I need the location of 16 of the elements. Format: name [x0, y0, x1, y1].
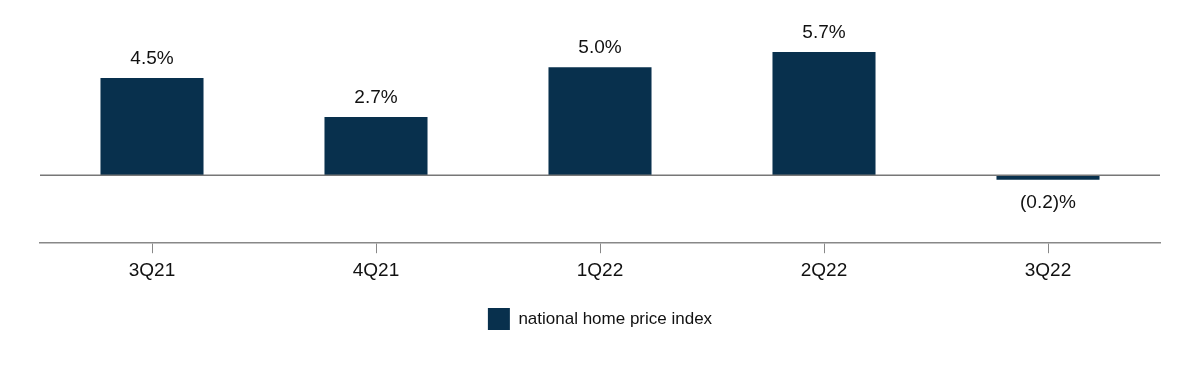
bar	[324, 116, 428, 176]
data-label: 2.7%	[354, 85, 398, 107]
x-tick-label: 2Q22	[800, 258, 848, 280]
data-label: 5.7%	[802, 20, 846, 42]
data-label: (0.2)%	[1020, 191, 1077, 213]
x-tick-label: 1Q22	[576, 258, 624, 280]
bar	[100, 77, 204, 176]
x-tick-label: 3Q22	[1024, 258, 1072, 280]
bar	[772, 52, 876, 176]
legend-label: national home price index	[518, 308, 713, 328]
x-tick-label: 3Q21	[128, 258, 176, 280]
data-label: 5.0%	[578, 35, 622, 57]
bar	[996, 175, 1100, 180]
x-tick-label: 4Q21	[352, 258, 400, 280]
data-label: 4.5%	[130, 46, 174, 68]
bar	[548, 67, 652, 176]
